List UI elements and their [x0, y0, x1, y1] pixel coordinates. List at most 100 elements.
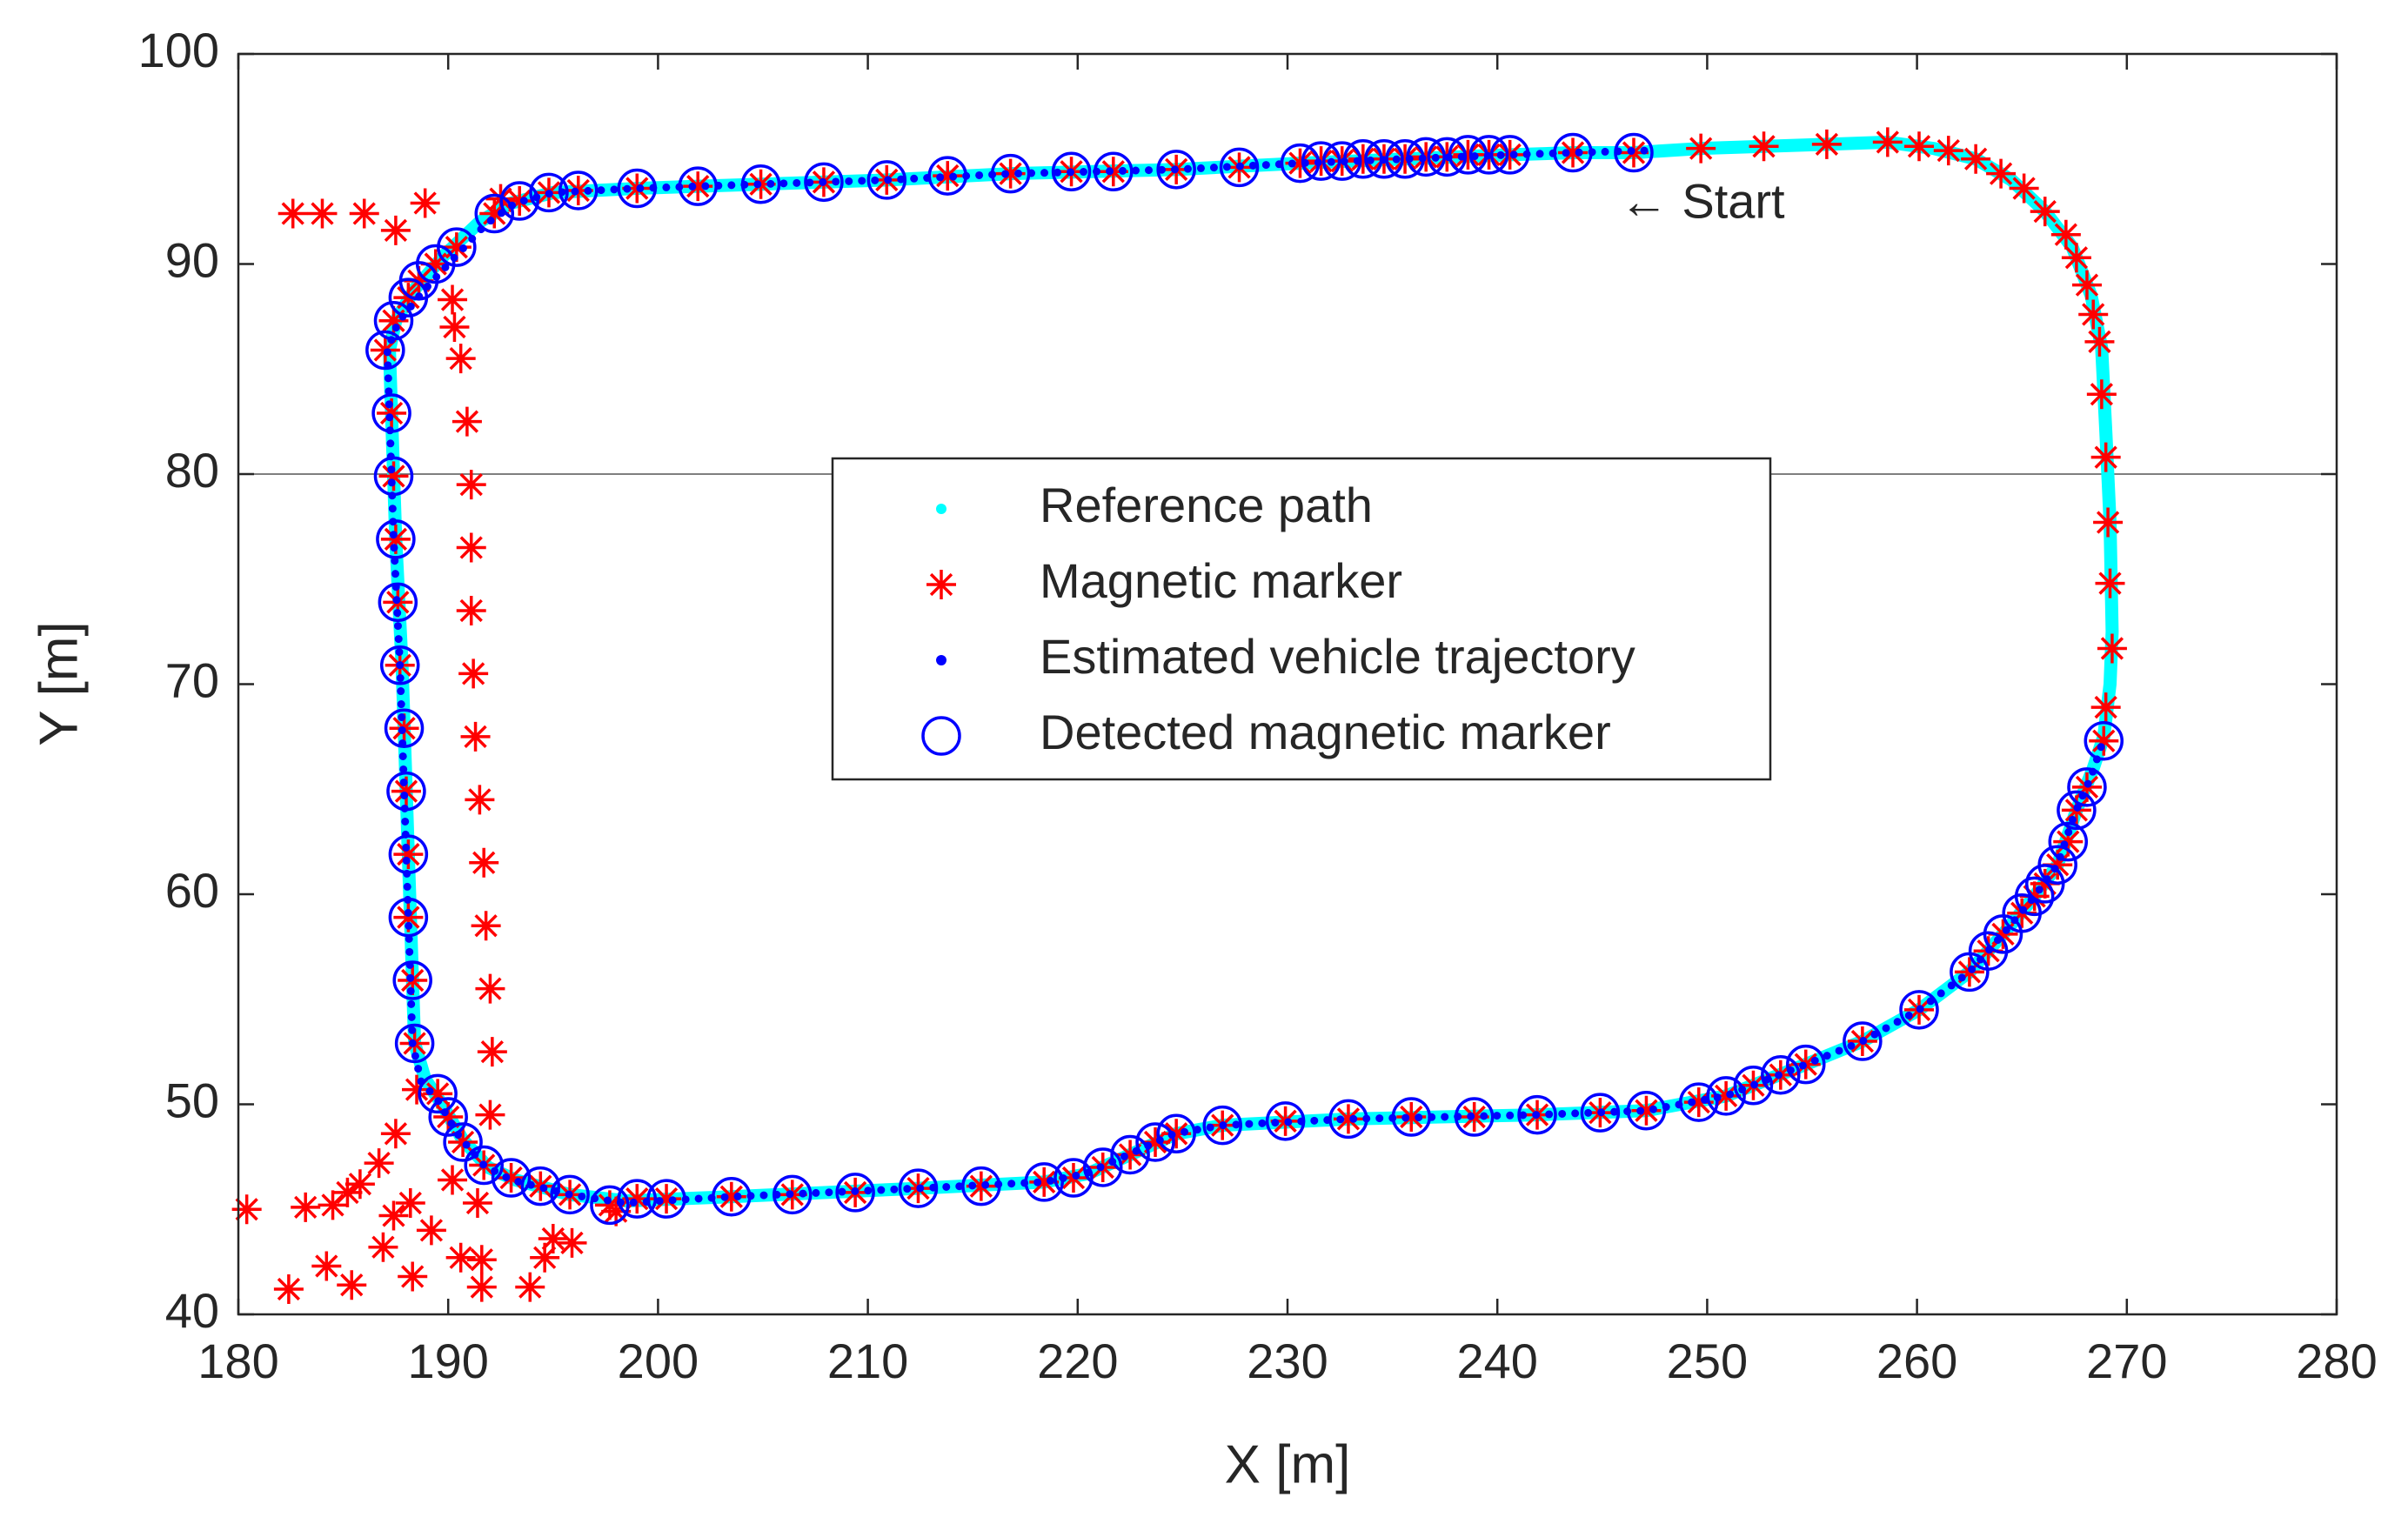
- marker-circle: [378, 582, 418, 623]
- marker-star: [380, 524, 411, 554]
- marker-star: [471, 911, 501, 941]
- marker-star: [1988, 919, 2018, 949]
- marker-circle: [2014, 876, 2055, 917]
- marker-star: [601, 1196, 632, 1227]
- marker-star: [377, 398, 407, 428]
- marker-star: [368, 1232, 398, 1262]
- marker-star: [1140, 1126, 1171, 1157]
- marker-star: [2078, 299, 2109, 330]
- marker-circle: [373, 300, 414, 341]
- marker-star: [466, 1272, 497, 1302]
- marker-star: [683, 171, 713, 202]
- marker-circle: [1448, 135, 1488, 175]
- marker-star: [420, 249, 451, 279]
- marker-circle: [1135, 1122, 1175, 1162]
- marker-star: [2030, 868, 2060, 899]
- marker-circle: [590, 1185, 630, 1226]
- marker-star: [966, 1171, 996, 1201]
- marker-star: [460, 721, 491, 752]
- marker-star: [393, 839, 424, 870]
- marker-star: [456, 470, 486, 500]
- legend-icon: [936, 655, 946, 665]
- marker-star: [398, 1261, 428, 1292]
- marker-circle: [1391, 1097, 1432, 1137]
- marker-star: [1749, 131, 1779, 162]
- legend-box: [831, 457, 1772, 781]
- y-tick-label: 50: [165, 1073, 219, 1127]
- marker-circle: [1054, 1158, 1094, 1198]
- marker-star: [364, 1148, 394, 1179]
- marker-circle: [1761, 1054, 1801, 1095]
- plot-area: [231, 127, 2127, 1305]
- marker-circle: [388, 834, 429, 874]
- marker-star: [1904, 131, 1935, 162]
- marker-circle: [773, 1174, 813, 1215]
- marker-circle: [384, 708, 425, 748]
- marker-circle: [712, 1177, 752, 1217]
- marker-circle: [1280, 143, 1321, 184]
- marker-circle: [386, 771, 426, 812]
- x-tick-label: 180: [197, 1334, 278, 1388]
- x-tick-label: 220: [1037, 1334, 1118, 1388]
- marker-circle: [558, 170, 599, 211]
- marker-star: [557, 1227, 587, 1258]
- marker-star: [391, 776, 421, 806]
- marker-star: [716, 1181, 746, 1212]
- x-tick-label: 280: [2296, 1334, 2377, 1388]
- marker-circle: [376, 519, 416, 559]
- marker-circle: [373, 456, 414, 497]
- marker-circle: [1899, 990, 1939, 1030]
- marker-star: [1872, 127, 1903, 157]
- marker-circle: [464, 1145, 504, 1186]
- marker-star: [2097, 633, 2127, 664]
- marker-circle: [1051, 151, 1092, 191]
- marker-star: [1396, 1101, 1427, 1132]
- marker-star: [402, 1074, 432, 1105]
- marker-star: [475, 973, 505, 1004]
- marker-star: [652, 1184, 682, 1214]
- marker-circle: [388, 277, 429, 318]
- marker-circle: [2067, 767, 2107, 807]
- marker-star: [318, 1190, 348, 1220]
- marker-circle: [678, 166, 718, 206]
- marker-star: [1558, 137, 1589, 168]
- marker-star: [278, 198, 308, 229]
- marker-circle: [961, 1166, 1001, 1206]
- marker-star: [307, 198, 338, 229]
- marker-circle: [2048, 821, 2089, 862]
- marker-circle: [1385, 139, 1425, 179]
- marker-circle: [529, 172, 569, 213]
- marker-star: [439, 311, 470, 342]
- marker-star: [441, 232, 472, 263]
- marker-star: [2061, 243, 2091, 273]
- marker-star: [458, 658, 489, 689]
- x-tick-label: 250: [1667, 1334, 1748, 1388]
- marker-circle: [1110, 1134, 1150, 1175]
- marker-star: [2090, 442, 2121, 472]
- y-tick-label: 80: [165, 443, 219, 498]
- marker-star: [1686, 133, 1716, 164]
- marker-star: [332, 1177, 363, 1207]
- marker-circle: [1489, 135, 1530, 175]
- marker-circle: [835, 1173, 875, 1213]
- marker-circle: [365, 330, 405, 371]
- marker-star: [378, 461, 409, 491]
- marker-star: [380, 215, 411, 245]
- marker-star: [1348, 144, 1378, 174]
- marker-star: [2089, 725, 2119, 756]
- legend-icon: [936, 504, 946, 514]
- x-tick-label: 190: [407, 1334, 488, 1388]
- marker-star: [393, 902, 424, 932]
- marker-circle: [428, 1097, 468, 1137]
- marker-star: [1933, 136, 1963, 166]
- marker-circle: [520, 1166, 561, 1206]
- marker-circle: [617, 168, 658, 209]
- marker-star: [410, 188, 440, 218]
- legend: Reference path Magnetic marker Estimated v…: [831, 457, 1772, 781]
- marker-star: [456, 532, 486, 563]
- marker-star: [1285, 148, 1315, 178]
- marker-star: [2086, 379, 2117, 410]
- y-axis-label: Y [m]: [29, 621, 89, 746]
- marker-star: [423, 1079, 453, 1109]
